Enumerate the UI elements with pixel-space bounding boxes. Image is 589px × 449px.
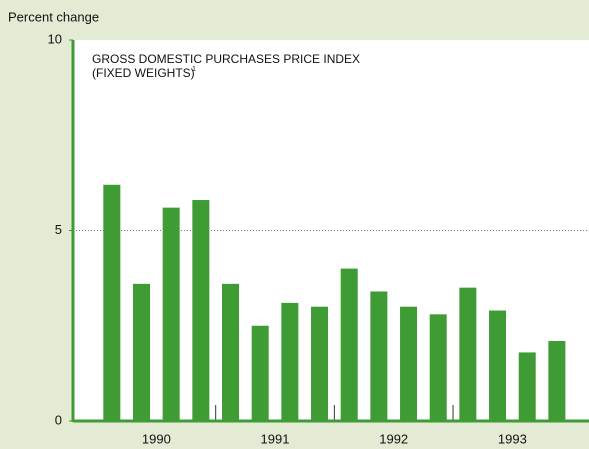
bar	[281, 302, 299, 421]
bar	[489, 310, 507, 421]
bar	[370, 291, 388, 421]
bar	[133, 283, 151, 421]
bar	[459, 287, 477, 421]
x-group-label: 1990	[142, 431, 171, 446]
bar	[251, 325, 269, 421]
chart-title: GROSS DOMESTIC PURCHASES PRICE INDEX	[92, 52, 360, 66]
bar	[103, 184, 121, 421]
y-tick-label: 5	[55, 222, 62, 237]
bar	[222, 283, 240, 421]
bar	[548, 340, 566, 421]
y-axis-label: Percent change	[8, 9, 99, 24]
y-tick-label: 10	[48, 31, 62, 46]
bar	[192, 200, 210, 421]
x-group-label: 1992	[379, 431, 408, 446]
bar	[518, 352, 536, 421]
bar	[429, 314, 447, 421]
bar	[311, 306, 329, 421]
bar	[400, 306, 418, 421]
x-group-label: 1993	[498, 431, 527, 446]
bar	[340, 268, 358, 421]
y-tick-label: 0	[55, 412, 62, 427]
x-group-label: 1991	[261, 431, 290, 446]
chart-subtitle: (FIXED WEIGHTS)	[92, 66, 195, 80]
bar	[162, 207, 180, 421]
footnote-marker: 1	[192, 66, 196, 73]
